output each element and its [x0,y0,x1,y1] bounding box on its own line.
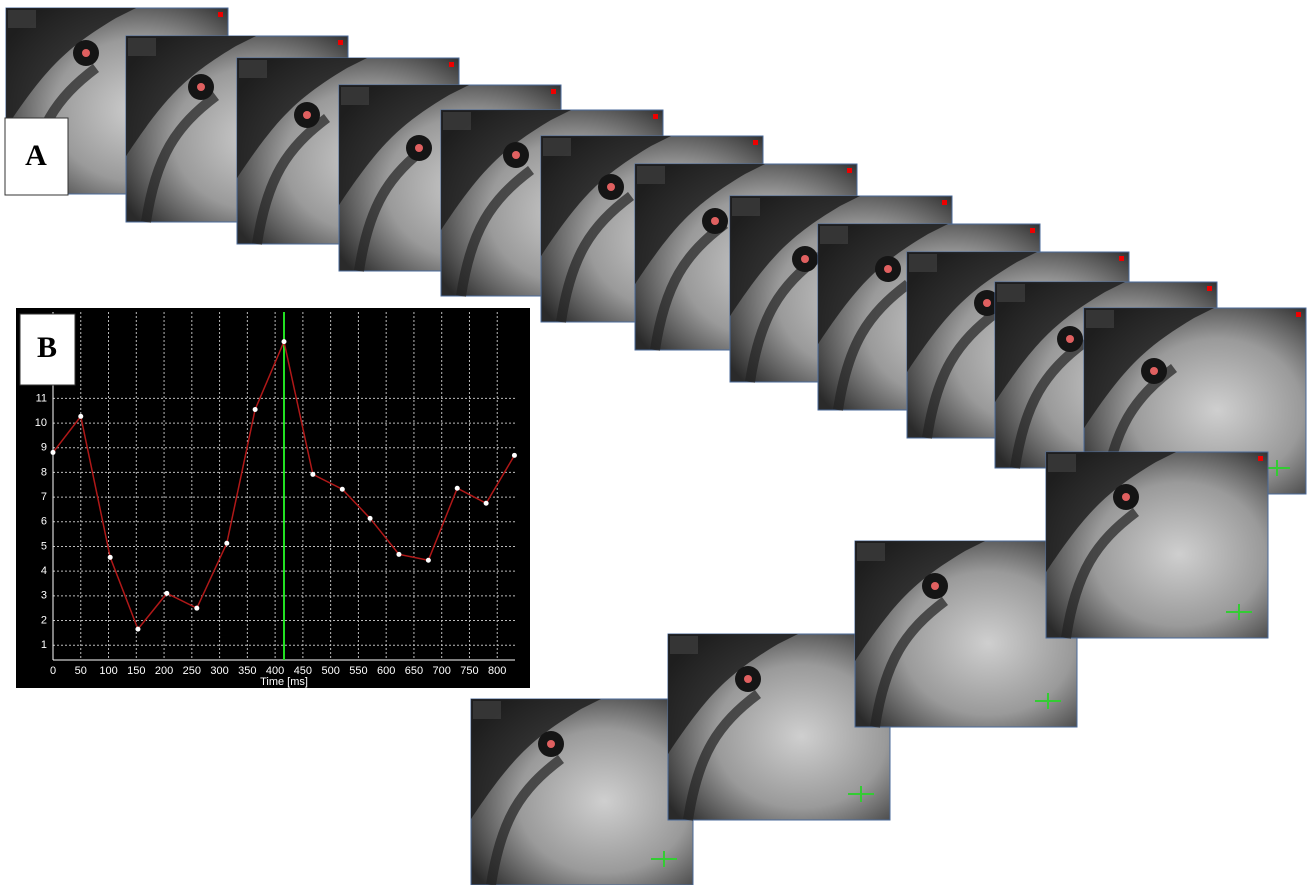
overlay-text [1086,310,1114,328]
roi-dot [1150,367,1158,375]
mri-frame [1046,452,1268,638]
data-point [426,558,431,563]
overlay-text [8,10,36,28]
y-tick-label: 4 [41,565,47,577]
mri-frame [855,541,1077,727]
overlay-text [473,701,501,719]
data-point [253,407,258,412]
data-point [282,339,287,344]
data-point [484,501,489,506]
roi-dot [1122,493,1130,501]
roi-dot [983,299,991,307]
marker [1119,256,1124,261]
x-tick-label: 250 [183,665,201,677]
x-tick-label: 700 [433,665,451,677]
x-tick-label: 0 [50,665,56,677]
roi-dot [607,183,615,191]
data-point [340,487,345,492]
panel-label: B [37,331,57,364]
data-point [224,541,229,546]
x-tick-label: 500 [321,665,339,677]
y-tick-label: 3 [41,590,47,602]
figure: A 12345678910110501001502002503003504004… [0,0,1307,885]
panel-label: A [25,139,47,172]
data-point [396,552,401,557]
marker [551,89,556,94]
marker [653,114,658,119]
x-tick-label: 650 [405,665,423,677]
x-tick-label: 50 [75,665,87,677]
roi-dot [197,83,205,91]
roi-dot [82,49,90,57]
x-axis-label: Time [ms] [260,676,308,688]
roi-dot [801,255,809,263]
roi-dot [711,217,719,225]
mri-frame [471,699,693,885]
overlay-text [128,38,156,56]
overlay-text [637,166,665,184]
roi-dot [512,151,520,159]
overlay-text [239,60,267,78]
data-point [194,606,199,611]
y-tick-label: 1 [41,639,47,651]
marker [218,12,223,17]
overlay-text [341,87,369,105]
roi-dot [884,265,892,273]
overlay-text [997,284,1025,302]
marker [1207,286,1212,291]
roi-dot [1066,335,1074,343]
marker [942,200,947,205]
data-point [135,627,140,632]
data-point [512,453,517,458]
marker [847,168,852,173]
roi-dot [931,582,939,590]
y-tick-label: 5 [41,540,47,552]
marker [1296,312,1301,317]
overlay-text [543,138,571,156]
data-point [368,516,373,521]
y-tick-label: 9 [41,442,47,454]
data-point [455,486,460,491]
overlay-text [670,636,698,654]
y-tick-label: 6 [41,516,47,528]
x-tick-label: 550 [349,665,367,677]
x-tick-label: 350 [238,665,256,677]
overlay-text [857,543,885,561]
x-tick-label: 100 [99,665,117,677]
x-tick-label: 750 [460,665,478,677]
data-point [51,450,56,455]
marker [1258,456,1263,461]
overlay-text [732,198,760,216]
y-tick-label: 8 [41,466,47,478]
data-point [164,591,169,596]
x-tick-label: 800 [488,665,506,677]
y-tick-label: 2 [41,614,47,626]
x-tick-label: 200 [155,665,173,677]
y-tick-label: 7 [41,491,47,503]
overlay-text [909,254,937,272]
overlay-text [443,112,471,130]
roi-dot [547,740,555,748]
marker [449,62,454,67]
marker [1030,228,1035,233]
x-tick-label: 300 [210,665,228,677]
overlay-text [1048,454,1076,472]
marker [338,40,343,45]
x-tick-label: 150 [127,665,145,677]
marker [753,140,758,145]
roi-dot [415,144,423,152]
y-tick-label: 11 [36,392,47,404]
y-tick-label: 10 [35,417,47,429]
overlay-text [820,226,848,244]
data-point [108,555,113,560]
data-point [310,472,315,477]
data-point [78,414,83,419]
roi-dot [744,675,752,683]
roi-dot [303,111,311,119]
x-tick-label: 600 [377,665,395,677]
